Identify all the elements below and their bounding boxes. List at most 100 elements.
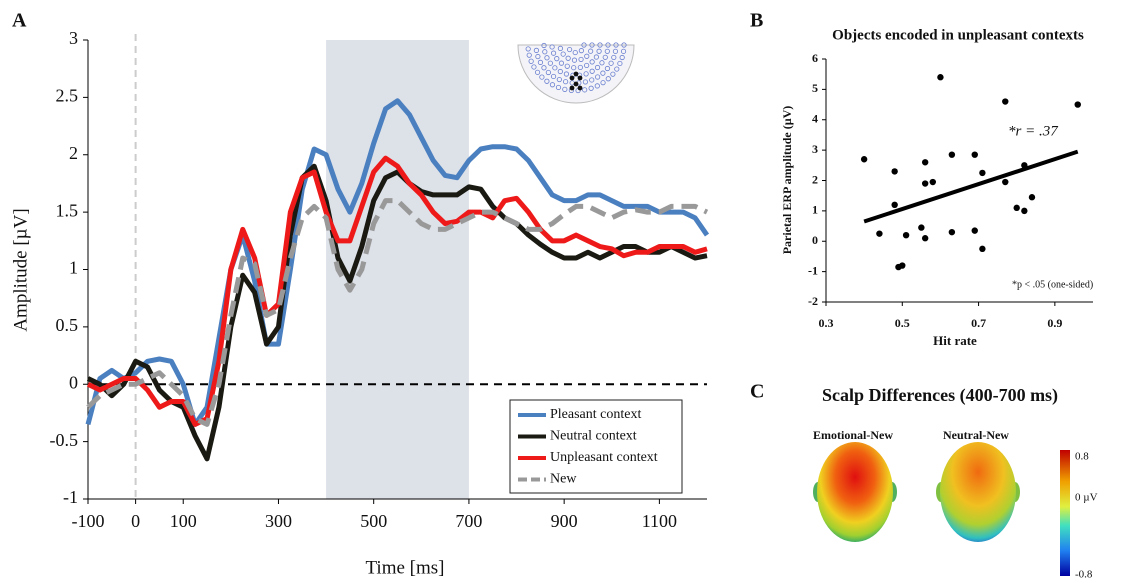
electrode-dot <box>589 42 595 48</box>
electrode-dot <box>571 65 577 71</box>
electrode-dot <box>563 71 570 77</box>
electrode-dot <box>605 42 611 48</box>
electrode-dot <box>533 47 540 53</box>
electrode-dot <box>604 48 610 54</box>
legend-label: Unpleasant context <box>550 450 658 465</box>
electrode-dot <box>526 52 532 58</box>
electrode-dot <box>537 59 544 65</box>
y-axis-label: Parietal ERP amplitude (µV) <box>780 106 794 255</box>
chart-title: Objects encoded in unpleasant contexts <box>832 27 1084 43</box>
x-tick-label: 900 <box>551 511 578 531</box>
y-tick-label: 1 <box>812 203 818 217</box>
electrode-dot <box>558 60 565 66</box>
scatter-point <box>902 231 910 239</box>
electrode-dot <box>552 65 558 71</box>
electrode-dot <box>541 65 547 71</box>
electrode-dot <box>594 64 601 71</box>
colorbar-label: 0 µV <box>1075 492 1098 504</box>
electrode-dot <box>577 75 583 81</box>
panel-label: A <box>12 10 27 32</box>
electrode-dot <box>578 56 584 63</box>
electrode-dot <box>534 69 541 75</box>
scatter-point <box>929 178 936 186</box>
scatter-point <box>937 74 944 81</box>
electrode-dot <box>572 49 578 56</box>
x-tick-label: 500 <box>360 511 387 531</box>
x-tick-label: 1100 <box>642 511 677 531</box>
scatter-point <box>891 201 898 208</box>
y-tick-label: 0 <box>812 233 818 247</box>
electrode-dot <box>557 68 563 75</box>
electrode-dot <box>619 54 625 61</box>
electrode-dot <box>566 46 573 53</box>
electrode-dot <box>621 42 627 48</box>
electrode-dot <box>562 86 568 92</box>
y-tick-label: -2 <box>808 294 818 308</box>
x-tick-label: -100 <box>72 511 105 531</box>
shaded-region <box>326 40 469 499</box>
electrode-dot <box>581 42 587 48</box>
y-tick-label: -1 <box>808 263 818 277</box>
colorbar-label: 0.8 <box>1075 451 1089 463</box>
electrode-dot <box>544 55 550 61</box>
scatter-point <box>1021 207 1028 215</box>
scatter-point <box>1074 101 1081 108</box>
electrode-dot <box>539 74 545 80</box>
electrode-dot <box>610 71 616 77</box>
electrode-dot <box>556 76 562 83</box>
y-tick-label: -1 <box>63 487 78 507</box>
panel-label: C <box>750 381 764 403</box>
scatter-point <box>979 169 986 177</box>
scatter-point <box>1013 204 1020 212</box>
colorbar <box>1060 450 1070 576</box>
line-series <box>86 163 708 462</box>
electrode-dot <box>588 48 594 54</box>
electrode-dot <box>593 54 599 60</box>
y-tick-label: 3 <box>812 142 818 156</box>
annotation: *p < .05 (one-sided) <box>1012 279 1093 290</box>
legend-label: Pleasant context <box>550 407 641 422</box>
scatter-point <box>899 262 906 269</box>
electrode-dot <box>589 59 595 65</box>
x-tick-label: 0 <box>131 511 140 531</box>
scatter-point <box>971 227 978 234</box>
electrode-dot <box>531 64 537 70</box>
electrode-dot <box>613 42 619 48</box>
scatter-point <box>1028 194 1036 201</box>
electrode-dot <box>577 64 583 71</box>
electrode-dot <box>525 46 531 52</box>
electrode-dot <box>549 44 555 50</box>
scatter-point <box>921 235 929 242</box>
x-axis-label: Time [ms] <box>365 557 444 578</box>
electrode-dot <box>571 57 578 63</box>
scatter-point <box>948 151 956 158</box>
y-axis-label: Amplitude [µV] <box>10 208 31 331</box>
scatter-point <box>921 180 929 187</box>
colorbar-label: -0.8 <box>1075 569 1093 581</box>
electrode-dot <box>583 71 589 77</box>
scatter-point <box>948 228 956 236</box>
scatter-point <box>921 159 929 166</box>
regression-line <box>863 149 1079 224</box>
map-title: Emotional-New <box>813 428 893 442</box>
electrode-dot <box>560 51 566 57</box>
x-tick-label: 0.7 <box>971 316 986 330</box>
scatter-point <box>1002 178 1009 186</box>
electrode-dot <box>595 74 601 80</box>
electrode-dot <box>547 60 553 66</box>
electrode-dot <box>563 79 569 85</box>
electrode-dot <box>541 42 547 49</box>
y-tick-label: 2 <box>812 172 818 186</box>
map-title: Neutral-New <box>943 428 1009 442</box>
electrode-dot <box>549 82 556 88</box>
electrode-dot <box>612 48 619 54</box>
electrode-dot <box>602 54 608 60</box>
x-tick-label: 0.3 <box>819 316 834 330</box>
scatter-point <box>918 224 925 231</box>
y-tick-label: 1.5 <box>56 200 79 220</box>
electrode-dot <box>589 77 595 83</box>
electrode-dot <box>544 78 550 84</box>
electrode-dot <box>600 70 606 76</box>
electrode-dot <box>620 48 627 54</box>
